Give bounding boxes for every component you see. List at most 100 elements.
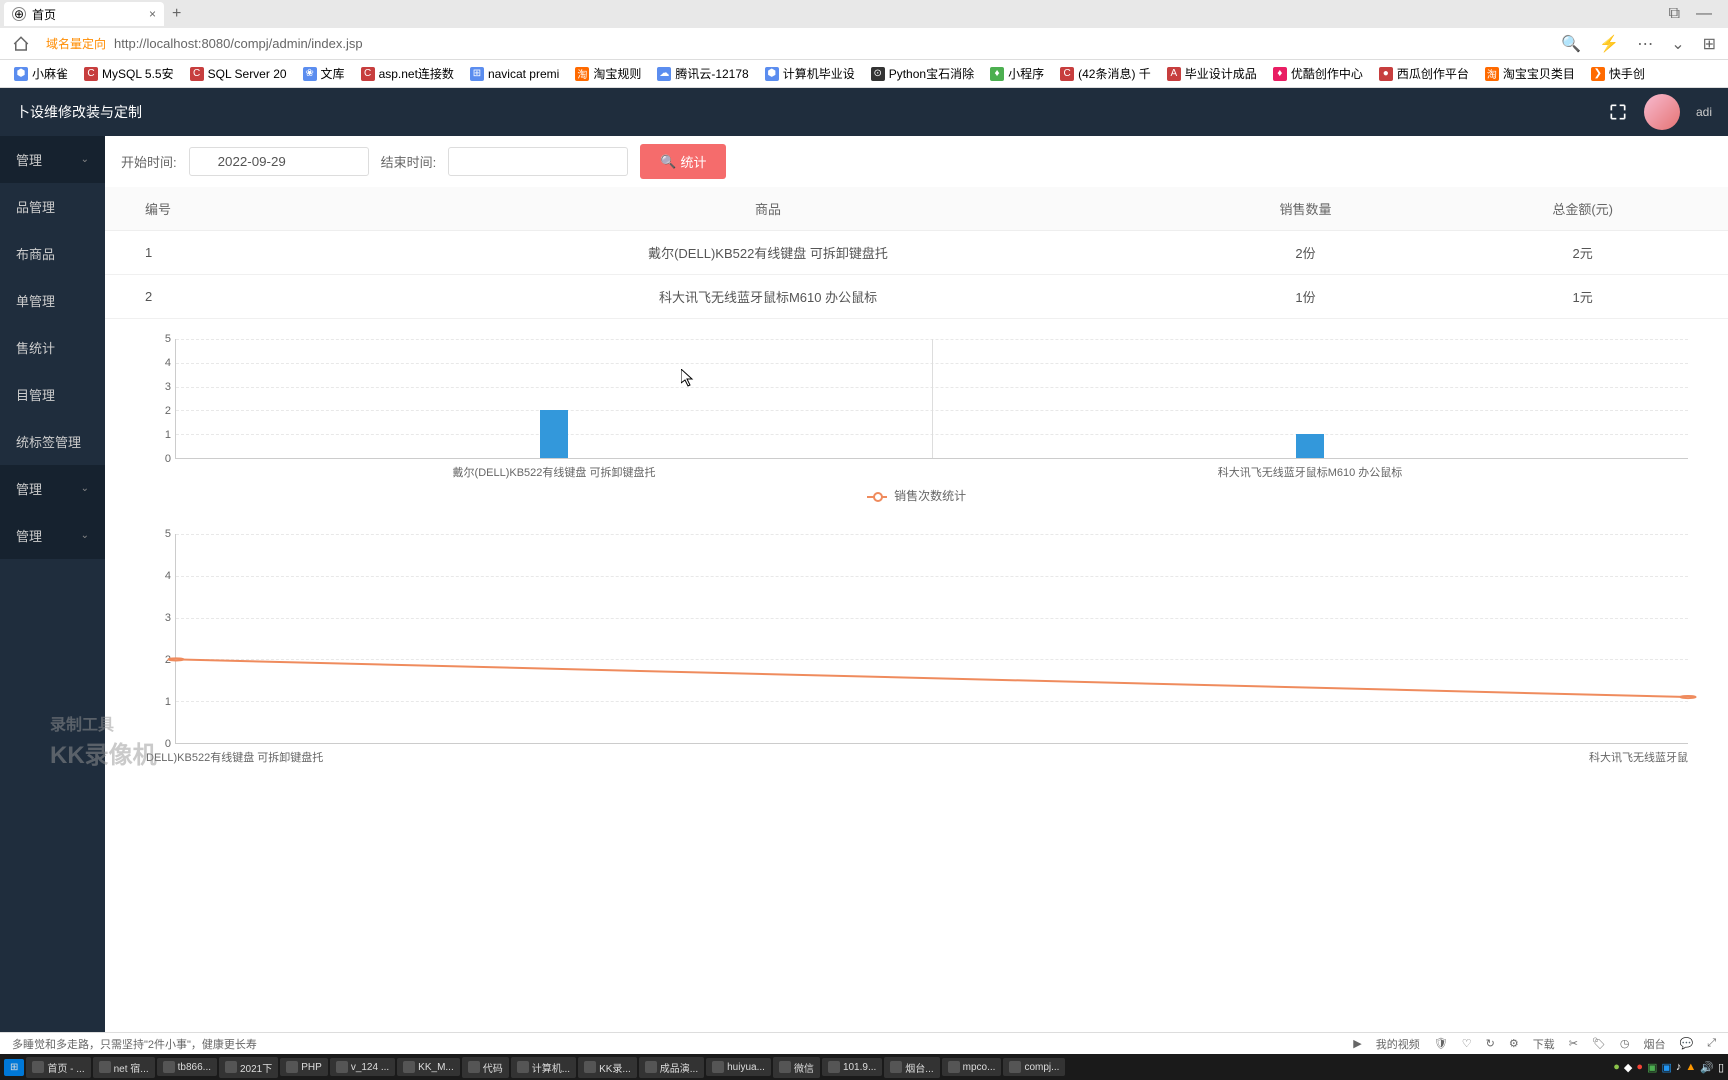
window-icon[interactable]: ⧉ bbox=[1669, 5, 1680, 23]
tray-icon[interactable]: ▣ bbox=[1661, 1061, 1671, 1074]
taskbar-item[interactable]: v_124 ... bbox=[330, 1058, 395, 1076]
y-tick: 0 bbox=[165, 453, 171, 465]
taskbar-item[interactable]: PHP bbox=[280, 1058, 328, 1076]
tray-icon[interactable]: 🔊 bbox=[1700, 1061, 1714, 1074]
tray-icon[interactable]: ♪ bbox=[1676, 1061, 1682, 1073]
taskbar-item[interactable]: 计算机... bbox=[511, 1057, 576, 1078]
sidebar-item[interactable]: 目管理 bbox=[0, 371, 105, 418]
bookmark-label: (42条消息) 千 bbox=[1078, 65, 1151, 82]
new-tab-button[interactable]: + bbox=[172, 5, 181, 23]
sidebar-item[interactable]: 统标签管理 bbox=[0, 418, 105, 465]
tag-icon[interactable]: 🏷 bbox=[1592, 1037, 1606, 1050]
taskbar-item[interactable]: mpco... bbox=[942, 1058, 1002, 1076]
app-icon bbox=[336, 1061, 348, 1073]
close-icon[interactable]: × bbox=[149, 7, 156, 21]
shield-icon[interactable]: 🛡 bbox=[1434, 1037, 1448, 1050]
taskbar-item[interactable]: 烟台... bbox=[884, 1057, 939, 1078]
url-input[interactable]: http://localhost:8080/compj/admin/index.… bbox=[114, 36, 1561, 51]
y-tick: 5 bbox=[165, 528, 171, 540]
taskbar-item[interactable]: KK录... bbox=[578, 1057, 637, 1078]
status-tip: 多睡觉和多走路，只需坚持"2件小事"，健康更长寿 bbox=[12, 1036, 257, 1052]
bookmark-item[interactable]: ⬢计算机毕业设 bbox=[759, 63, 861, 84]
sidebar-item[interactable]: 单管理 bbox=[0, 277, 105, 324]
tray-icon[interactable]: ▲ bbox=[1685, 1061, 1696, 1073]
stat-button[interactable]: 🔍 统计 bbox=[640, 144, 726, 179]
taskbar-item[interactable]: tb866... bbox=[157, 1058, 217, 1076]
scissors-icon[interactable]: ✂ bbox=[1569, 1037, 1578, 1050]
avatar[interactable] bbox=[1644, 94, 1680, 130]
taskbar-item[interactable]: compj... bbox=[1003, 1058, 1065, 1076]
fullscreen-icon[interactable] bbox=[1608, 102, 1628, 122]
bolt-icon[interactable]: ⚡ bbox=[1599, 34, 1619, 54]
browser-tab[interactable]: ⊕ 首页 × bbox=[4, 2, 164, 26]
footer-myvideo[interactable]: 我的视频 bbox=[1376, 1036, 1420, 1052]
footer-download[interactable]: 下载 bbox=[1533, 1036, 1555, 1052]
bookmark-item[interactable]: A毕业设计成品 bbox=[1161, 63, 1263, 84]
bookmark-item[interactable]: ☁腾讯云-12178 bbox=[651, 63, 754, 84]
bookmarks-bar: ⬢小麻雀CMySQL 5.5安CSQL Server 20❀文库Casp.net… bbox=[0, 60, 1728, 88]
app-icon bbox=[32, 1061, 44, 1073]
bookmark-item[interactable]: ●西瓜创作平台 bbox=[1373, 63, 1475, 84]
bookmark-item[interactable]: C(42条消息) 千 bbox=[1054, 63, 1157, 84]
taskbar-item[interactable]: 微信 bbox=[773, 1057, 820, 1078]
sidebar-item[interactable]: 管理⌄ bbox=[0, 465, 105, 512]
end-date-input[interactable] bbox=[448, 147, 628, 176]
taskbar-item[interactable]: 代码 bbox=[462, 1057, 509, 1078]
bookmark-item[interactable]: ♦优酷创作中心 bbox=[1267, 63, 1369, 84]
bookmark-item[interactable]: Casp.net连接数 bbox=[355, 63, 460, 84]
footer-loc[interactable]: 烟台 bbox=[1643, 1036, 1665, 1052]
location-icon[interactable]: ◷ bbox=[1620, 1037, 1630, 1050]
bookmark-item[interactable]: ❀文库 bbox=[297, 63, 351, 84]
message-icon[interactable]: 💬 bbox=[1679, 1037, 1693, 1050]
home-icon[interactable] bbox=[12, 35, 30, 53]
app-icon bbox=[468, 1061, 480, 1073]
bookmark-item[interactable]: CSQL Server 20 bbox=[184, 65, 293, 83]
bookmark-item[interactable]: ⊙Python宝石消除 bbox=[865, 63, 980, 84]
minimize-icon[interactable]: — bbox=[1696, 5, 1712, 23]
heart-icon[interactable]: ♡ bbox=[1462, 1037, 1472, 1050]
sales-table: 编号商品销售数量总金额(元) 1戴尔(DELL)KB522有线键盘 可拆卸键盘托… bbox=[105, 187, 1728, 319]
taskbar-item[interactable]: 101.9... bbox=[822, 1058, 882, 1076]
gear-icon[interactable]: ⚙ bbox=[1509, 1037, 1519, 1050]
chevron-down-icon: ⌄ bbox=[81, 483, 89, 494]
start-date-input[interactable] bbox=[189, 147, 369, 176]
taskbar-item[interactable]: 成品演... bbox=[639, 1057, 704, 1078]
tray-icon[interactable]: ● bbox=[1636, 1061, 1643, 1073]
bookmark-item[interactable]: ♦小程序 bbox=[984, 63, 1050, 84]
app-icon bbox=[517, 1061, 529, 1073]
sidebar-item[interactable]: 管理⌄ bbox=[0, 136, 105, 183]
bookmark-label: 西瓜创作平台 bbox=[1397, 65, 1469, 82]
bookmark-item[interactable]: CMySQL 5.5安 bbox=[78, 63, 180, 84]
bookmark-item[interactable]: 淘淘宝宝贝类目 bbox=[1479, 63, 1581, 84]
taskbar-item[interactable]: 首页 - ... bbox=[26, 1057, 90, 1078]
video-icon[interactable]: ▶ bbox=[1353, 1037, 1361, 1050]
chevron-down-icon[interactable]: ⌄ bbox=[1671, 34, 1684, 54]
line-plot bbox=[176, 534, 1688, 743]
search-icon[interactable]: 🔍 bbox=[1561, 34, 1581, 54]
sidebar-item[interactable]: 售统计 bbox=[0, 324, 105, 371]
tray-icon[interactable]: ▣ bbox=[1647, 1061, 1657, 1074]
bookmark-item[interactable]: ⊞navicat premi bbox=[464, 65, 565, 83]
table-header: 销售数量 bbox=[1174, 187, 1438, 231]
chevron-down-icon: ⌄ bbox=[81, 530, 89, 541]
start-button[interactable]: ⊞ bbox=[4, 1059, 24, 1076]
bookmark-label: SQL Server 20 bbox=[208, 67, 287, 81]
bookmark-item[interactable]: ❯快手创 bbox=[1585, 63, 1651, 84]
sidebar-item[interactable]: 布商品 bbox=[0, 230, 105, 277]
refresh-icon[interactable]: ↻ bbox=[1486, 1037, 1495, 1050]
taskbar-item[interactable]: net 宿... bbox=[93, 1057, 155, 1078]
bookmark-item[interactable]: 淘淘宝规则 bbox=[569, 63, 647, 84]
taskbar-item[interactable]: 2021下 bbox=[219, 1057, 278, 1078]
tray-icon[interactable]: ● bbox=[1613, 1061, 1620, 1073]
taskbar-item[interactable]: KK_M... bbox=[397, 1058, 460, 1076]
more-icon[interactable]: ⋯ bbox=[1637, 34, 1653, 54]
sidebar-item[interactable]: 管理⌄ bbox=[0, 512, 105, 559]
tray-icon[interactable]: ▯ bbox=[1718, 1061, 1724, 1074]
expand-icon[interactable]: ⤢ bbox=[1707, 1037, 1716, 1050]
table-cell: 科大讯飞无线蓝牙鼠标M610 办公鼠标 bbox=[362, 275, 1174, 319]
taskbar-item[interactable]: huiyua... bbox=[706, 1058, 771, 1076]
apps-icon[interactable]: ⊞ bbox=[1703, 34, 1716, 54]
tray-icon[interactable]: ◆ bbox=[1624, 1061, 1632, 1074]
bookmark-item[interactable]: ⬢小麻雀 bbox=[8, 63, 74, 84]
sidebar-item[interactable]: 品管理 bbox=[0, 183, 105, 230]
